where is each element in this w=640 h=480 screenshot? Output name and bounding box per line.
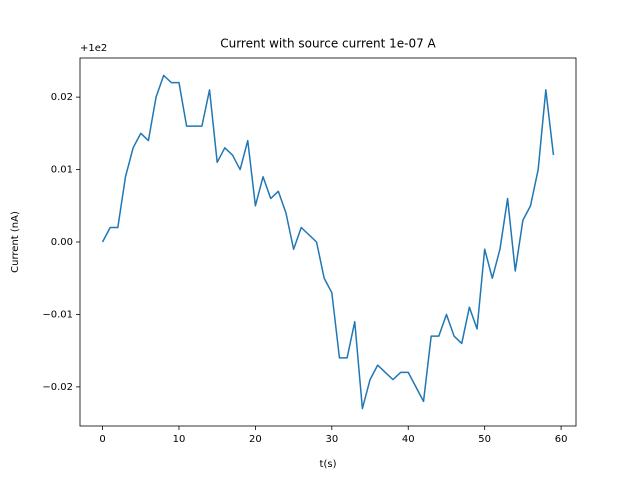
y-tick-label: −0.02: [42, 382, 73, 393]
y-offset-label: +1e2: [80, 43, 107, 54]
y-axis-label: Current (nA): [10, 211, 21, 273]
x-axis-label: t(s): [320, 459, 337, 470]
x-tick-label: 20: [249, 434, 262, 445]
x-tick-label: 30: [325, 434, 338, 445]
x-tick-label: 50: [478, 434, 491, 445]
data-line: [101, 74, 555, 410]
y-tick-label: 0.00: [51, 237, 73, 248]
x-tick-label: 60: [555, 434, 568, 445]
x-tick-label: 10: [173, 434, 186, 445]
plot-frame: [79, 57, 577, 427]
chart-title: Current with source current 1e-07 A: [220, 37, 436, 51]
y-tick-label: 0.01: [51, 165, 73, 176]
y-tick-label: −0.01: [42, 309, 73, 320]
x-tick-label: 0: [99, 434, 105, 445]
y-tick-label: 0.02: [51, 92, 73, 103]
x-tick-label: 40: [402, 434, 415, 445]
